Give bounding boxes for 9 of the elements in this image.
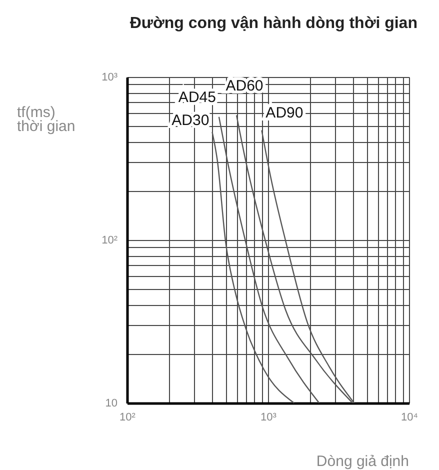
y-tick-label: 10³ bbox=[102, 72, 118, 84]
x-tick-label: 10³ bbox=[260, 412, 277, 424]
y-tick-label: 10² bbox=[102, 234, 118, 246]
chart-title: Đường cong vận hành dòng thời gian bbox=[130, 15, 418, 32]
x-axis-title: Dòng giả định bbox=[316, 453, 409, 470]
x-tick-label: 10⁴ bbox=[401, 412, 418, 424]
y-axis-title: tf(ms) thời gian bbox=[17, 104, 76, 135]
y-tick-label: 10 bbox=[105, 398, 118, 410]
x-tick-label: 10² bbox=[120, 412, 136, 424]
